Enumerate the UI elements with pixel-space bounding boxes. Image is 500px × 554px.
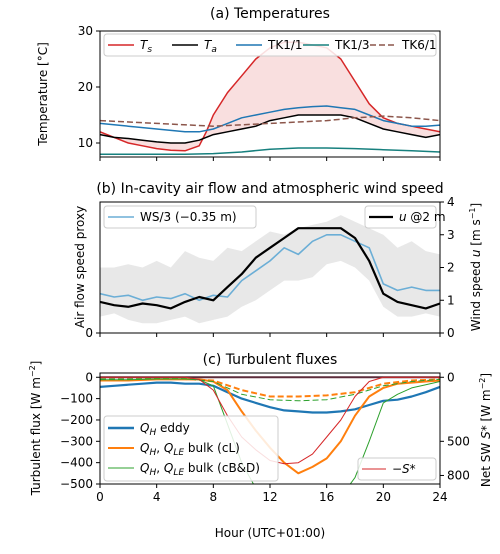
series-tk1-3 <box>100 147 440 155</box>
series-q-h-eddy <box>100 381 440 414</box>
legend-label-tk1-1: TK1/1 <box>267 38 303 52</box>
panel-c-ylabel-left-text: Turbulent flux [W m <box>29 377 43 496</box>
panel-c-xlabel: Hour (UTC+01:00) <box>215 526 326 540</box>
panel-a-temperatures: 10 20 30 Temperature [°C] Ts Ta TK1/1 TK1/3 TK… <box>36 24 441 161</box>
panel-c-fluxes: 0 −100 −200 −300 −400 −500 0 500 800 0 4 8 12 16 20 2… <box>28 361 493 540</box>
series-u-2-m <box>100 227 440 310</box>
panel-c-xtick-label-12: 12 <box>262 490 277 504</box>
panel-b-ytick-right-label-3: 3 <box>447 228 455 242</box>
panel-b-ytick-right-label-1: 1 <box>447 293 455 307</box>
panel-b-ylabel-right-sym: u <box>469 249 483 257</box>
panel-c-legend: QH eddy QH, QLE bulk (cL) QH, QLE bulk (cB… <box>103 415 437 482</box>
panel-b-ylabel-right-exp: −1 <box>468 207 477 219</box>
panel-c-xtick-label-16: 16 <box>319 490 334 504</box>
panel-a-ylabel: Temperature [°C] <box>36 42 50 147</box>
panel-a-fill-ts-ta <box>100 42 440 151</box>
legend-label-tk1-3: TK1/3 <box>334 38 370 52</box>
panel-b-ylabel-right: Wind speed u [m s−1] <box>468 203 483 331</box>
panel-b-ylabel-right-text: Wind speed <box>469 257 483 331</box>
legend-label-ws3: WS/3 (−0.35 m) <box>140 210 237 224</box>
ws3-range-band <box>100 215 440 324</box>
panel-c-ylabel-right-exp: −2 <box>478 378 487 390</box>
panel-c-xtick-label-8: 8 <box>210 490 218 504</box>
legend-label-tk6-1: TK6/1 <box>401 38 437 52</box>
panel-b-title: (b) In-cavity air flow and atmospheric w… <box>96 181 443 197</box>
panel-c-xtick-label-0: 0 <box>96 490 104 504</box>
panel-a-legend-box <box>103 33 437 57</box>
legend-label-c-0: QH eddy <box>140 421 190 438</box>
panel-a-title: (a) Temperatures <box>210 6 330 22</box>
panel-b-ytick-right-label-4: 4 <box>447 195 455 209</box>
panel-b-airflow: 0 0 1 2 3 4 Air flow speed proxy Wind speed … <box>73 195 483 340</box>
series-q-le-bulk-cb-d <box>100 378 440 402</box>
panel-a-ytick-label-20: 20 <box>78 80 93 94</box>
legend-label-c-1: QH, QLE bulk (cL) <box>140 441 240 458</box>
series-q-le-bulk-cl <box>100 378 440 398</box>
panel-c-xtick-label-24: 24 <box>432 490 447 504</box>
series-tk1-1 <box>100 105 440 133</box>
panel-b-legend-right-box <box>364 205 437 229</box>
panel-b-ytick-right-label-0: 0 <box>447 326 455 340</box>
panel-c-ytick-left-label-0: 0 <box>85 370 93 384</box>
panel-c-xtick-label-20: 20 <box>376 490 391 504</box>
panel-a-legend: Ts Ta TK1/1 TK1/3 TK6/1 <box>103 33 437 57</box>
panel-b-legend-left-box <box>103 205 257 229</box>
panel-b-ylabel-right-close: ] <box>469 203 483 208</box>
legend-label-u: u @2 m <box>399 210 446 224</box>
panel-c-ylabel-right-sym: S* <box>479 425 493 439</box>
series-t-a <box>100 114 440 144</box>
panel-c-ytick-left-label-4: −400 <box>60 456 93 470</box>
panel-a-ytick-label-30: 30 <box>78 24 93 38</box>
panel-c-ylabel-left: Turbulent flux [W m−2] <box>28 361 43 497</box>
series-s <box>100 376 440 465</box>
panel-c-legend-box <box>103 415 279 482</box>
panel-c-ytick-left-label-5: −500 <box>60 477 93 491</box>
series-ws-3-0-35-m <box>100 234 440 302</box>
legend-label-s: −S* <box>392 462 416 476</box>
panel-c-ytick-left-label-2: −200 <box>60 413 93 427</box>
series-tk6-1 <box>100 115 440 127</box>
panel-c-ytick-right-label-1: 500 <box>447 434 470 448</box>
panel-c-title: (c) Turbulent fluxes <box>203 352 338 368</box>
panel-c-ylabel-right-unit: [W m <box>479 389 493 425</box>
panel-c-xtick-label-4: 4 <box>153 490 161 504</box>
panel-b-ytick-left-label-0: 0 <box>85 326 93 340</box>
legend-label-t-s: Ts <box>140 38 152 55</box>
panel-c-ytick-left-label-1: −100 <box>60 392 93 406</box>
panel-a-ytick-label-10: 10 <box>78 136 93 150</box>
panel-c-ylabel-right: Net SW S* [W m−2] <box>478 373 493 487</box>
panel-c-legend-right-box <box>357 457 437 481</box>
legend-label-c-2: QH, QLE bulk (cB&D) <box>140 461 260 478</box>
panel-c-ytick-right-label-0: 0 <box>447 370 455 384</box>
panel-c-ylabel-right-text: Net SW <box>479 439 493 487</box>
panel-c-ylabel-right-close: ] <box>479 373 493 378</box>
panel-b-ylabel-left: Air flow speed proxy <box>73 206 87 328</box>
panel-b-ytick-right-label-2: 2 <box>447 261 455 275</box>
panel-c-ylabel-left-close: ] <box>29 361 43 366</box>
panel-c-ylabel-left-exp: −2 <box>28 365 37 377</box>
panel-c-ytick-right-label-2: 800 <box>447 468 470 482</box>
panel-c-ytick-left-label-3: −300 <box>60 434 93 448</box>
legend-label-t-a: Ta <box>204 38 217 55</box>
panel-b-ylabel-right-unit: [m s <box>469 219 483 249</box>
panel-b-legend: WS/3 (−0.35 m) u @2 m <box>103 205 446 229</box>
